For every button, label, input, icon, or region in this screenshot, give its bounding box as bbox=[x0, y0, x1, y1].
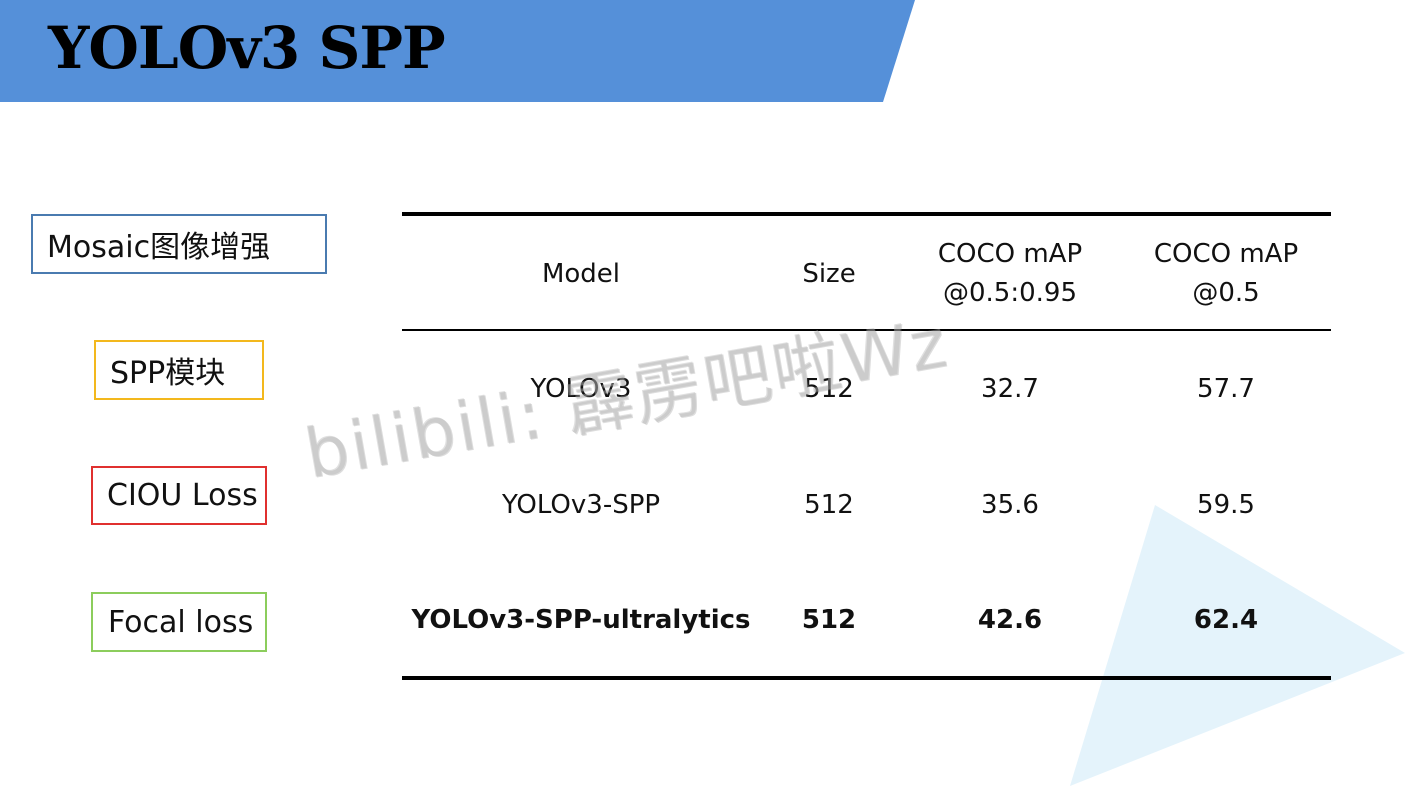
row-size: 512 bbox=[804, 490, 854, 520]
row-size: 512 bbox=[804, 374, 854, 404]
row-map-50: 62.4 bbox=[1193, 605, 1259, 635]
row-size: 512 bbox=[801, 605, 857, 635]
header-map-50-line2: @0.5 bbox=[1192, 278, 1260, 308]
header-map-95: COCO mAP @0.5:0.95 bbox=[938, 235, 1082, 313]
row-map-95: 42.6 bbox=[977, 605, 1043, 635]
tag-focal: Focal loss bbox=[91, 592, 267, 652]
header-model: Model bbox=[541, 259, 621, 289]
row-map-50: 59.5 bbox=[1197, 490, 1255, 520]
header-map-95-line2: @0.5:0.95 bbox=[942, 278, 1077, 308]
header-map-50: COCO mAP @0.5 bbox=[1154, 235, 1298, 313]
tag-mosaic-label: Mosaic图像增强 bbox=[47, 230, 271, 265]
tag-mosaic: Mosaic图像增强 bbox=[31, 214, 327, 274]
row-map-95: 32.7 bbox=[981, 374, 1039, 404]
row-model: YOLOv3-SPP bbox=[501, 490, 661, 520]
tag-focal-label: Focal loss bbox=[108, 604, 254, 640]
slide-title: YOLOv3 SPP bbox=[48, 14, 446, 82]
header-size: Size bbox=[802, 259, 856, 289]
row-map-95: 35.6 bbox=[981, 490, 1039, 520]
tag-spp-label: SPP模块 bbox=[110, 356, 226, 391]
title-banner bbox=[0, 0, 915, 102]
decorative-triangle bbox=[1070, 505, 1405, 786]
table-header-rule bbox=[402, 329, 1331, 331]
header-map-50-line1: COCO mAP bbox=[1153, 239, 1299, 269]
row-map-50: 57.7 bbox=[1197, 374, 1255, 404]
table-top-rule bbox=[402, 212, 1331, 216]
watermark: bilibili: 霹雳吧啦Wz bbox=[298, 303, 954, 495]
header-map-95-line1: COCO mAP bbox=[937, 239, 1083, 269]
row-model: YOLOv3-SPP-ultralytics bbox=[411, 605, 751, 635]
tag-ciou: CIOU Loss bbox=[91, 466, 267, 525]
tag-ciou-label: CIOU Loss bbox=[107, 478, 258, 513]
row-model: YOLOv3 bbox=[530, 374, 632, 404]
tag-spp: SPP模块 bbox=[94, 340, 264, 400]
table-bottom-rule bbox=[402, 676, 1331, 680]
